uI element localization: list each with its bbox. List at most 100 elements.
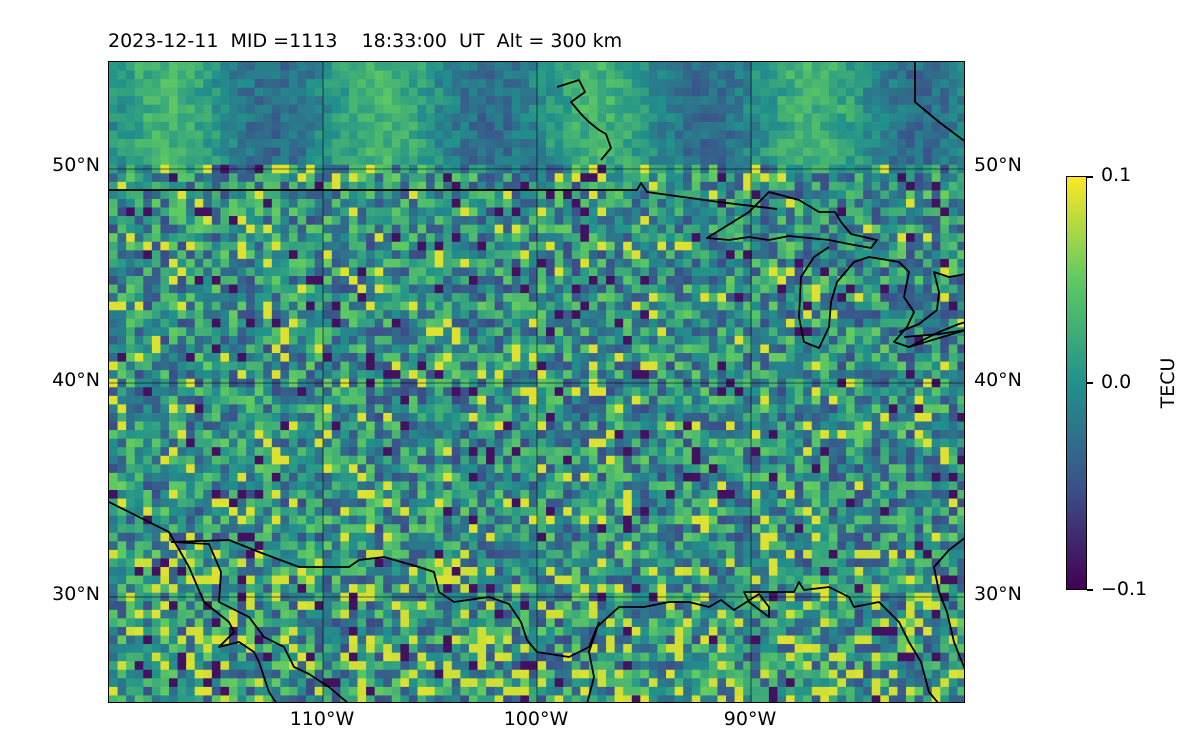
tec-cell	[366, 361, 376, 371]
tec-cell	[228, 318, 239, 328]
tec-cell	[528, 62, 539, 72]
tec-cell	[880, 310, 890, 320]
tec-cell	[391, 327, 401, 337]
tec-cell	[554, 472, 564, 483]
tec-cell	[820, 70, 830, 80]
tec-cell	[914, 335, 924, 346]
tec-cell	[726, 87, 736, 97]
tec-cell	[683, 241, 693, 251]
tec-cell	[666, 438, 676, 448]
tec-cell	[134, 70, 144, 80]
tec-cell	[306, 404, 316, 414]
tec-cell	[151, 421, 162, 431]
tec-cell	[203, 70, 213, 80]
tec-cell	[648, 181, 659, 191]
tec-cell	[306, 464, 316, 474]
tec-cell	[863, 258, 873, 269]
tec-cell	[657, 173, 667, 183]
tec-cell	[803, 301, 813, 311]
tec-cell	[400, 395, 410, 405]
tec-cell	[237, 173, 247, 183]
tec-cell	[246, 96, 256, 106]
tec-cell	[623, 335, 633, 346]
tec-cell	[314, 301, 324, 311]
tec-cell	[143, 104, 153, 114]
tec-cell	[126, 344, 136, 354]
tec-cell	[443, 190, 453, 200]
tec-cell	[400, 335, 410, 346]
tec-cell	[383, 310, 393, 320]
tec-cell	[554, 216, 564, 226]
tec-cell	[528, 198, 539, 209]
tec-cell	[211, 121, 222, 132]
tec-cell	[726, 241, 736, 251]
tec-cell	[228, 395, 239, 405]
tec-cell	[571, 147, 581, 157]
tec-cell	[691, 70, 701, 80]
tec-cell	[846, 464, 856, 474]
tec-cell	[820, 293, 830, 303]
tec-cell	[520, 130, 530, 140]
tec-cell	[897, 181, 907, 191]
tec-cell	[477, 438, 487, 448]
tec-cell	[331, 395, 341, 405]
tec-cell	[897, 130, 907, 140]
tec-cell	[151, 344, 162, 354]
tec-cell	[280, 335, 290, 346]
tec-cell	[323, 370, 333, 380]
tec-cell	[408, 276, 419, 286]
tec-cell	[434, 139, 444, 149]
tec-cell	[828, 87, 839, 97]
tec-cell	[383, 327, 393, 337]
tec-cell	[391, 412, 401, 423]
tec-cell	[648, 233, 659, 243]
tec-cell	[871, 412, 881, 423]
tec-cell	[623, 318, 633, 328]
tec-cell	[237, 293, 247, 303]
tec-cell	[220, 310, 230, 320]
tec-cell	[871, 318, 881, 328]
tec-cell	[657, 198, 667, 209]
tec-cell	[220, 370, 230, 380]
tec-cell	[168, 216, 179, 226]
tec-cell	[194, 96, 204, 106]
tec-cell	[906, 404, 916, 414]
tec-cell	[143, 87, 153, 97]
tec-cell	[408, 301, 419, 311]
tec-cell	[880, 412, 890, 423]
tec-cell	[503, 258, 513, 269]
tec-cell	[194, 404, 204, 414]
tec-cell	[563, 447, 573, 457]
tec-cell	[743, 421, 753, 431]
tec-cell	[331, 284, 341, 294]
tec-cell	[657, 104, 667, 114]
tec-cell	[134, 96, 144, 106]
tec-cell	[143, 267, 153, 277]
tec-cell	[614, 481, 624, 491]
tec-cell	[803, 241, 813, 251]
tec-cell	[631, 455, 641, 465]
tec-cell	[477, 207, 487, 217]
tec-cell	[400, 361, 410, 371]
tec-cell	[211, 412, 222, 423]
tec-cell	[443, 284, 453, 294]
tec-cell	[434, 404, 444, 414]
tec-cell	[931, 301, 941, 311]
tec-cell	[588, 258, 599, 269]
tec-cell	[306, 181, 316, 191]
tec-cell	[648, 207, 659, 217]
tec-cell	[220, 335, 230, 346]
tec-cell	[563, 318, 573, 328]
tec-cell	[717, 62, 727, 72]
tec-cell	[237, 104, 247, 114]
tec-cell	[751, 241, 761, 251]
tec-cell	[760, 121, 770, 132]
tec-cell	[554, 464, 564, 474]
tec-cell	[220, 104, 230, 114]
tec-cell	[726, 438, 736, 448]
tec-cell	[726, 216, 736, 226]
tec-cell	[203, 62, 213, 72]
tec-cell	[143, 284, 153, 294]
tec-cell	[597, 387, 607, 397]
tec-cell	[117, 344, 127, 354]
